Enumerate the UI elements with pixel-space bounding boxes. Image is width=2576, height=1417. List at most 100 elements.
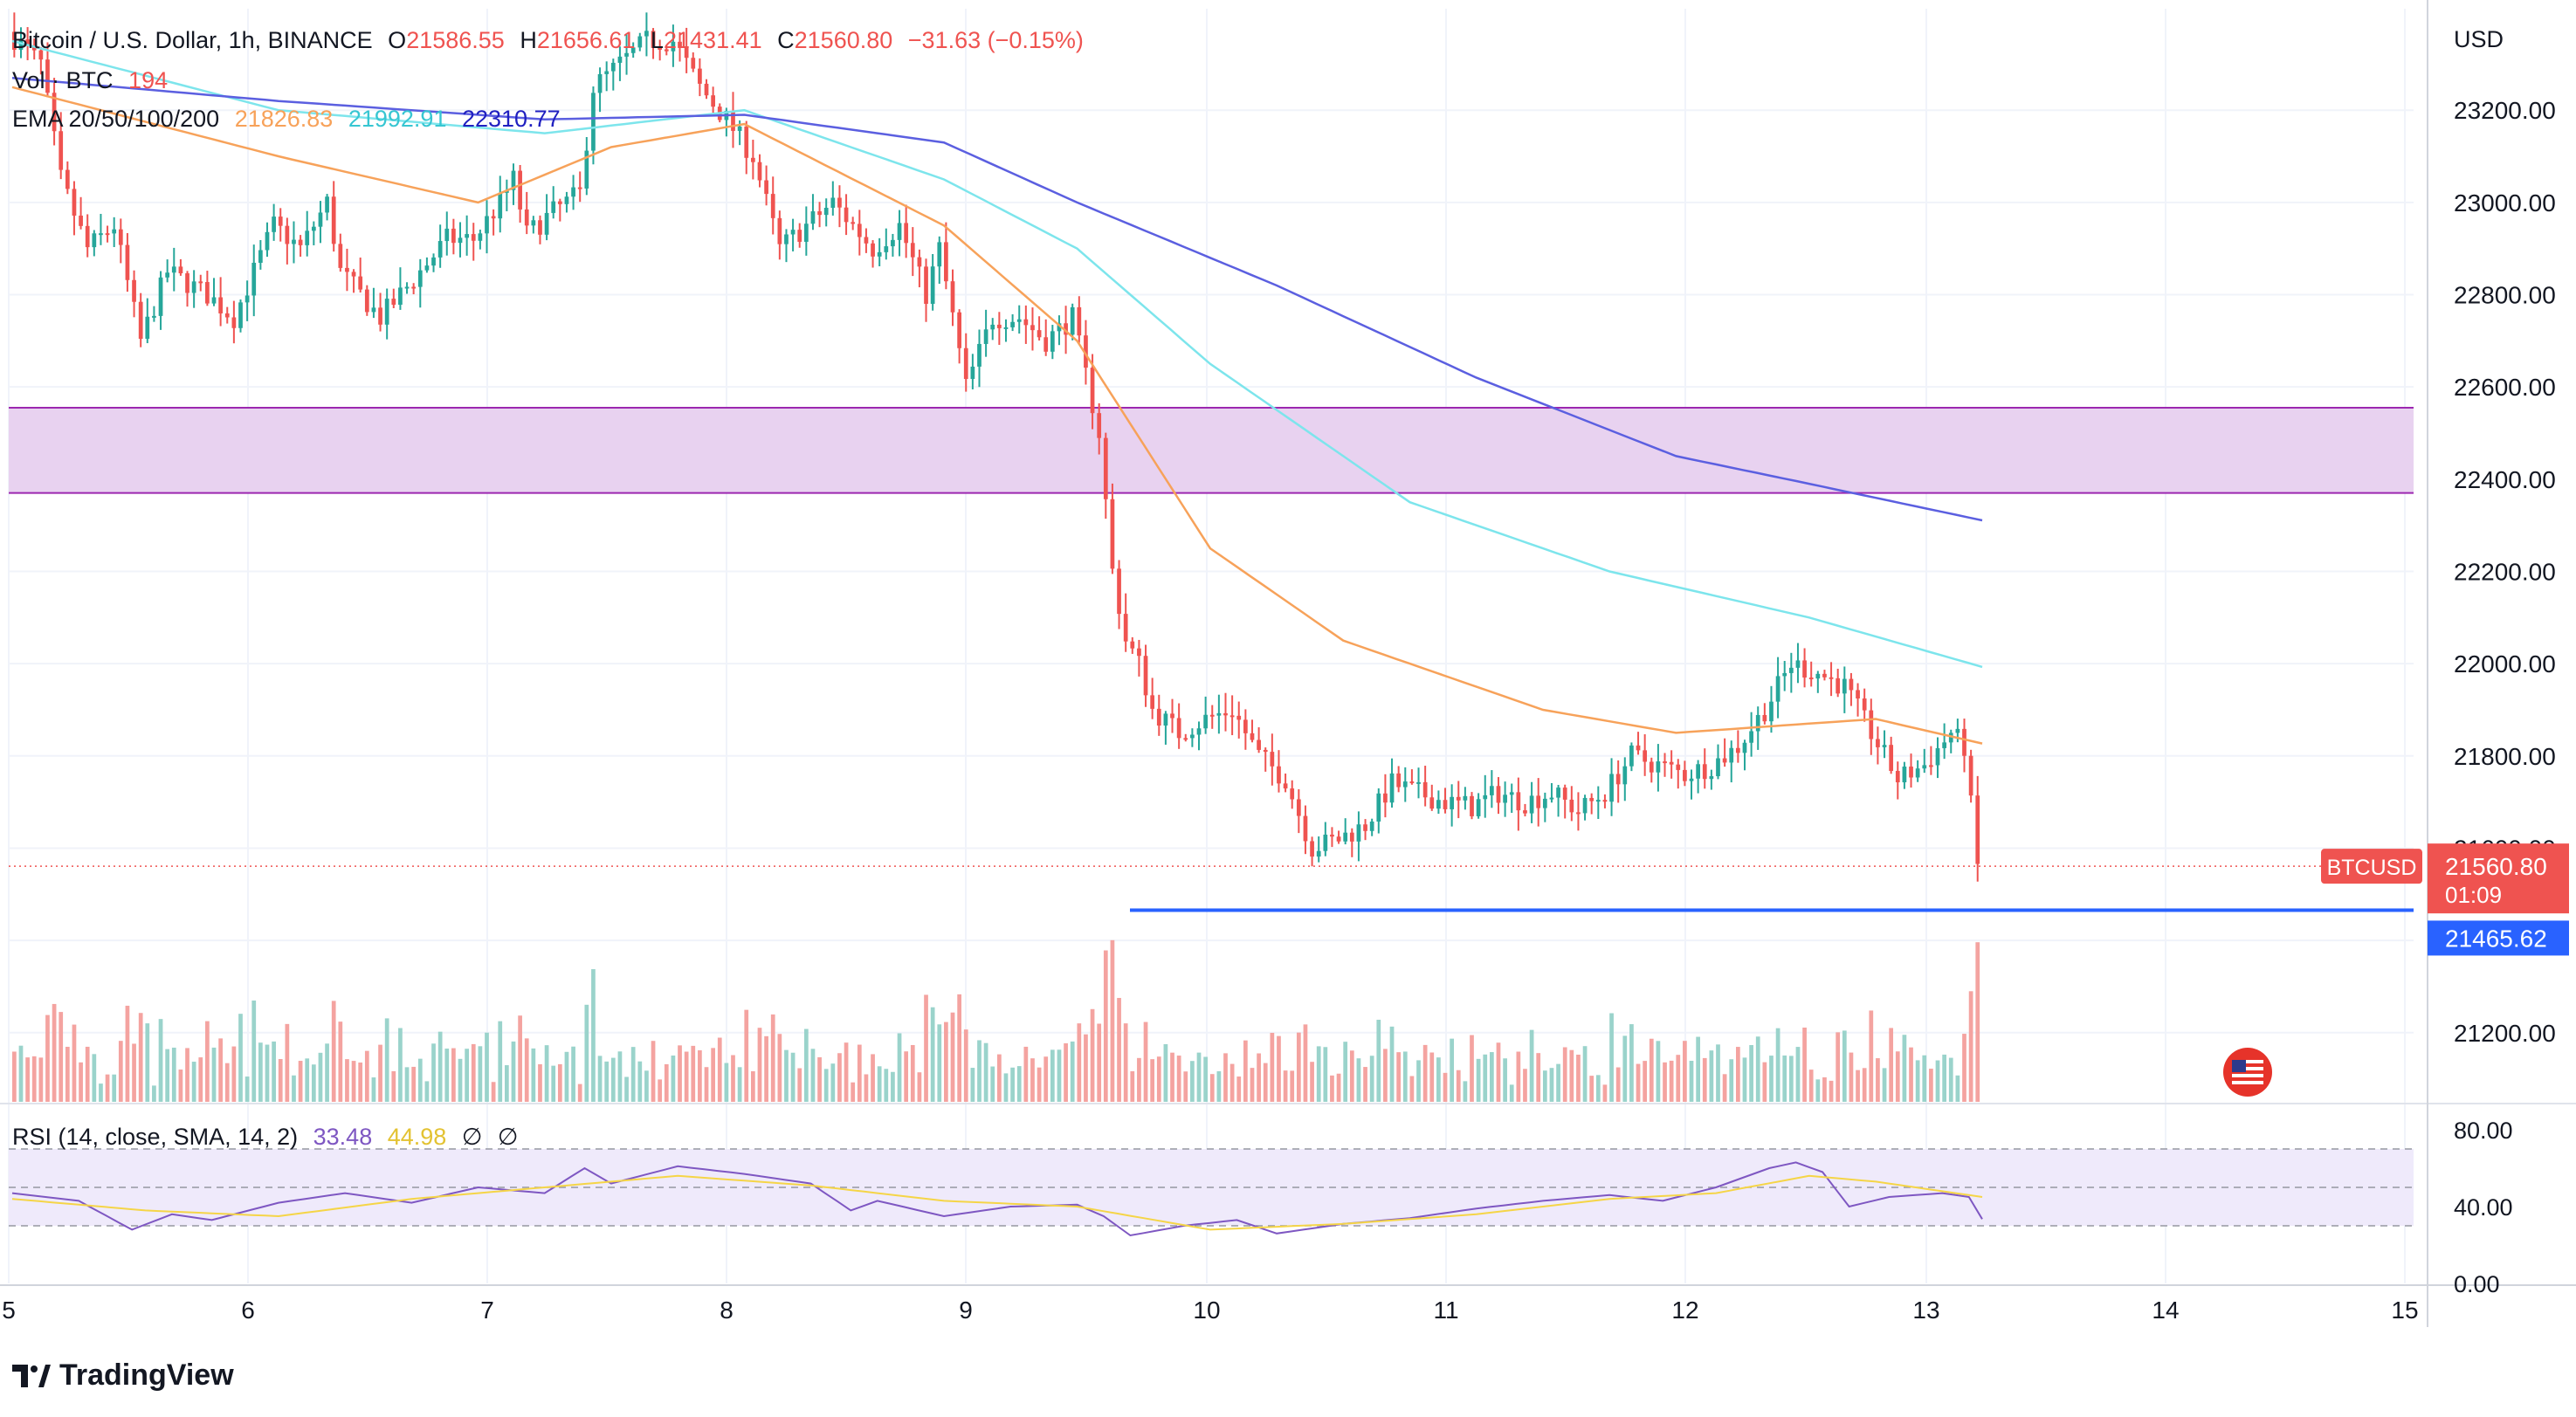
volume-bar [1769,1056,1774,1102]
candle-body [1229,715,1235,718]
candle-body [245,295,250,303]
volume-bar [577,1083,582,1102]
volume-bar [52,1003,57,1102]
candle-body [325,196,329,213]
candle-body [1895,771,1900,783]
candle-body [651,31,656,48]
volume-bar [1622,1035,1628,1102]
volume-bar [18,1045,24,1102]
high-value: 21656.61 [536,27,636,53]
candle-body [764,180,768,195]
volume-bar [1636,1063,1641,1102]
candle-body [544,212,549,235]
volume-bar [364,1050,369,1102]
volume-bar [132,1043,136,1102]
candle-body [1589,797,1595,801]
volume-bar [597,1056,603,1102]
candle-body [1582,797,1588,814]
candle-body [1822,673,1827,678]
candle-body [1496,786,1501,803]
volume-bar [897,1033,902,1102]
volume-bar [1143,1021,1148,1102]
rsi-ma-value: 44.98 [387,1124,447,1150]
rsi-label[interactable]: RSI (14, close, SMA, 14, 2) [12,1124,299,1150]
volume-bar [31,1056,37,1102]
tradingview-logo[interactable]: TradingView [12,1359,234,1393]
volume-bar [1209,1074,1215,1102]
candle-body [1250,733,1255,740]
candle-body [1602,800,1608,802]
candle-body [737,126,742,131]
volume-bar [1310,1062,1314,1102]
candle-body [1117,568,1121,615]
symbol-tag-label: BTCUSD [2327,856,2417,880]
volume-bar [1090,1008,1095,1102]
candle-body [1716,758,1720,777]
volume-bar [1323,1047,1328,1102]
volume-bar [1536,1053,1541,1102]
volume-bar [777,1034,782,1102]
candle-body [1429,797,1435,809]
high-label: H [520,27,537,53]
volume-bar [1130,1070,1135,1102]
volume-bar [1889,1028,1894,1102]
volume-bar [465,1049,469,1102]
volume-bar [957,994,961,1102]
volume-bar [38,1057,44,1102]
ema-label[interactable]: EMA 20/50/100/200 [12,106,220,132]
candle-body [1336,836,1341,842]
volume-bar [1057,1049,1062,1102]
symbol-title[interactable]: Bitcoin / U.S. Dollar, 1h, BINANCE [12,27,373,53]
candle-body [658,47,663,50]
candle-body [478,233,483,241]
time-tick-label: 8 [720,1297,734,1324]
low-value: 21431.41 [664,27,762,53]
candle-body [1456,796,1461,801]
candle-body [118,229,123,245]
candle-body [498,192,503,219]
candle-body [1196,728,1202,735]
candle-body [1356,824,1361,842]
volume-bar [1064,1042,1068,1102]
volume-bar [185,1048,189,1102]
volume-bar [485,1032,489,1102]
volume-bar [817,1056,822,1102]
us-flag-icon[interactable] [2223,1048,2272,1097]
volume-bar [1263,1063,1268,1102]
candle-body [1190,734,1195,739]
candle-body [644,31,649,37]
candle-body [1622,766,1628,785]
candle-body [691,58,696,69]
candle-body [1283,783,1288,789]
candle-body [272,217,276,232]
volume-bar [664,1063,669,1102]
price-tick-label: 22000.00 [2454,650,2556,678]
volume-bar [711,1048,715,1102]
volume-bar [318,1052,323,1102]
volume-bar [1463,1081,1468,1102]
volume-bar [1037,1067,1042,1102]
volume-bar [724,1063,729,1102]
candle-body [345,267,349,272]
volume-bar [1409,1076,1415,1102]
volume-bar [265,1044,270,1102]
volume-bar [1576,1054,1581,1102]
candle-body [1369,822,1374,831]
volume-bar [1862,1068,1867,1102]
candle-body [1143,656,1148,696]
candle-body [38,50,44,60]
candle-body [1443,800,1448,809]
volume-bar [45,1015,50,1102]
candle-body [224,313,230,318]
volume-bar [1117,998,1121,1102]
price-tick-label: 22200.00 [2454,558,2556,585]
volume-bar [305,1058,310,1102]
candle-body [1929,765,1933,767]
candle-body [265,231,270,251]
volume-label[interactable]: Vol · BTC [12,67,114,93]
candle-body [1836,678,1841,694]
candle-body [25,39,30,45]
volume-bar [770,1014,775,1102]
